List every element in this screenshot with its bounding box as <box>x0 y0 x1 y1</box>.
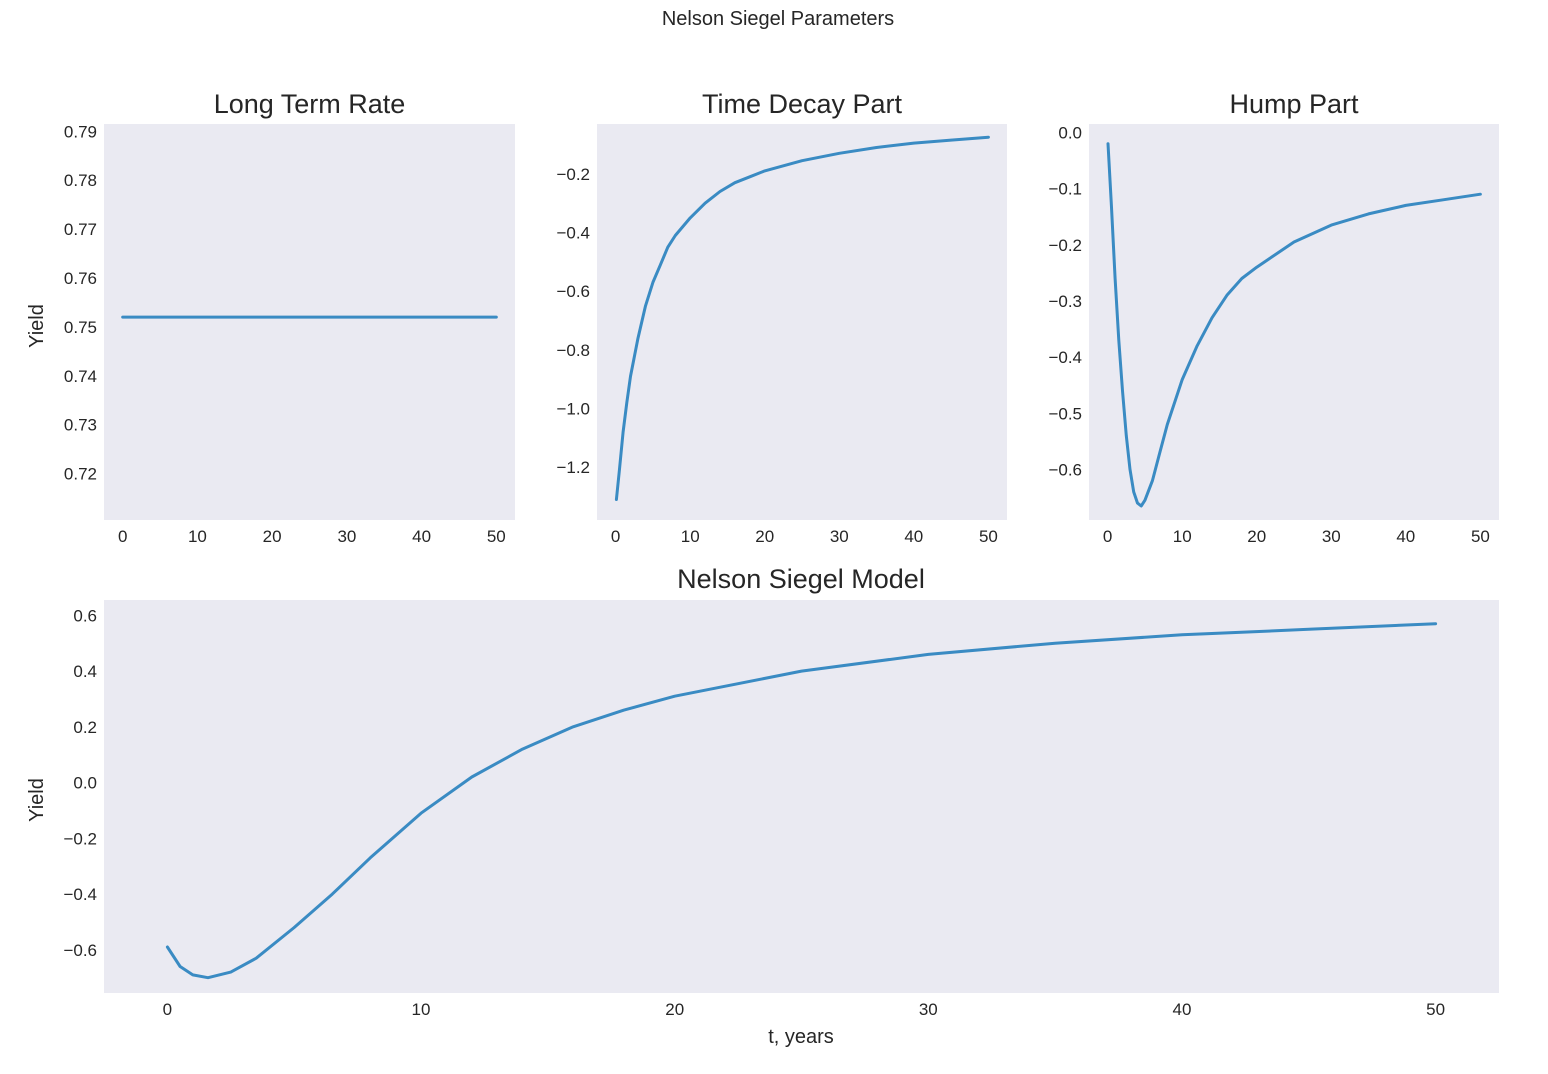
x-tick-label: 40 <box>1173 1000 1192 1019</box>
series-line-hump-part <box>1106 142 1482 508</box>
y-tick-label: 0.78 <box>64 171 97 190</box>
x-tick-label: 20 <box>755 527 774 546</box>
series-line-nelson-siegel-model <box>165 622 1438 980</box>
series-line-time-decay-part <box>614 135 990 501</box>
y-tick-label: 0.73 <box>64 416 97 435</box>
chart-long-term-rate: Long Term Rate Yield 0 10 20 30 40 50 0.72 0.73… <box>26 89 515 546</box>
plot-area-nelson-siegel-model <box>104 600 1499 993</box>
x-tick-label: 50 <box>979 527 998 546</box>
series-group-nelson-siegel-model <box>165 622 1438 980</box>
y-tick-label: −0.2 <box>556 165 590 184</box>
series-group-time-decay-part <box>614 135 990 501</box>
x-tick-label: 40 <box>904 527 923 546</box>
x-tick-label: 30 <box>919 1000 938 1019</box>
y-tick-label: 0.2 <box>73 718 97 737</box>
y-tick-label: 0.76 <box>64 269 97 288</box>
x-tick-label: 20 <box>665 1000 684 1019</box>
y-tick-label: 0.77 <box>64 220 97 239</box>
chart-title-hump-part: Hump Part <box>1229 89 1359 119</box>
x-axis-label-nelson-siegel-model: t, years <box>768 1026 834 1048</box>
y-tick-label: 0.0 <box>1058 123 1082 142</box>
x-tick-label: 30 <box>1322 527 1341 546</box>
y-tick-label: −0.2 <box>63 829 97 848</box>
chart-nelson-siegel-model: Nelson Siegel Model Yield t, years 0 10 20… <box>26 564 1499 1048</box>
y-tick-label: 0.72 <box>64 465 97 484</box>
plot-area-hump-part <box>1089 124 1499 520</box>
x-tick-label: 0 <box>163 1000 172 1019</box>
chart-title-time-decay-part: Time Decay Part <box>702 89 903 119</box>
plot-area-time-decay-part <box>597 124 1007 520</box>
plot-area-long-term-rate <box>104 124 515 520</box>
y-tick-label: −0.5 <box>1048 404 1082 423</box>
y-axis-label-nelson-siegel-model: Yield <box>26 778 48 822</box>
series-group-hump-part <box>1106 142 1482 508</box>
x-tick-label: 50 <box>1471 527 1490 546</box>
chart-hump-part: Hump Part 0 10 20 30 40 50 −0.6 −0.5 −0.4 −0.3 −0.… <box>1048 89 1499 546</box>
y-tick-label: −0.3 <box>1048 292 1082 311</box>
x-tick-label: 0 <box>611 527 620 546</box>
ticks-nelson-siegel-model: 0 10 20 30 40 50 −0.6 −0.4 −0.2 0.0 0.2 0.4 0.6 <box>63 606 1445 1019</box>
chart-title-long-term-rate: Long Term Rate <box>214 89 406 119</box>
x-tick-label: 0 <box>1103 527 1112 546</box>
y-tick-label: −0.6 <box>1048 460 1082 479</box>
x-tick-label: 10 <box>1173 527 1192 546</box>
x-tick-label: 10 <box>412 1000 431 1019</box>
y-tick-label: −0.4 <box>1048 348 1082 367</box>
y-tick-label: 0.0 <box>73 774 97 793</box>
y-tick-label: −0.4 <box>556 224 590 243</box>
y-tick-label: −0.4 <box>63 885 97 904</box>
y-tick-label: −0.2 <box>1048 236 1082 255</box>
x-tick-label: 40 <box>412 527 431 546</box>
y-tick-label: −0.8 <box>556 341 590 360</box>
y-tick-label: 0.4 <box>73 662 97 681</box>
y-tick-label: 0.79 <box>64 122 97 141</box>
y-tick-label: −0.1 <box>1048 180 1082 199</box>
y-tick-label: 0.74 <box>64 367 97 386</box>
y-axis-label-long-term-rate: Yield <box>26 304 48 348</box>
x-tick-label: 20 <box>263 527 282 546</box>
chart-time-decay-part: Time Decay Part 0 10 20 30 40 50 −1.2 −1.0 −0.8 −… <box>556 89 1007 546</box>
x-tick-label: 20 <box>1247 527 1266 546</box>
y-tick-label: −0.6 <box>556 282 590 301</box>
y-tick-label: −1.2 <box>556 458 590 477</box>
ticks-hump-part: 0 10 20 30 40 50 −0.6 −0.5 −0.4 −0.3 −0.2 −0.1 0.0 <box>1048 123 1489 546</box>
x-tick-label: 50 <box>1426 1000 1445 1019</box>
y-tick-label: −0.6 <box>63 941 97 960</box>
x-tick-label: 10 <box>681 527 700 546</box>
x-tick-label: 50 <box>487 527 506 546</box>
x-tick-label: 0 <box>118 527 127 546</box>
x-tick-label: 30 <box>830 527 849 546</box>
y-tick-label: 0.75 <box>64 318 97 337</box>
ticks-time-decay-part: 0 10 20 30 40 50 −1.2 −1.0 −0.8 −0.6 −0.4 −0.2 <box>556 165 997 546</box>
figure-suptitle: Nelson Siegel Parameters <box>662 8 894 30</box>
x-tick-label: 10 <box>188 527 207 546</box>
y-tick-label: −1.0 <box>556 400 590 419</box>
x-tick-label: 40 <box>1396 527 1415 546</box>
x-tick-label: 30 <box>337 527 356 546</box>
ticks-long-term-rate: 0 10 20 30 40 50 0.72 0.73 0.74 0.75 0.76 0.77 0.78 0… <box>64 122 506 546</box>
chart-title-nelson-siegel-model: Nelson Siegel Model <box>677 564 925 594</box>
y-tick-label: 0.6 <box>73 606 97 625</box>
